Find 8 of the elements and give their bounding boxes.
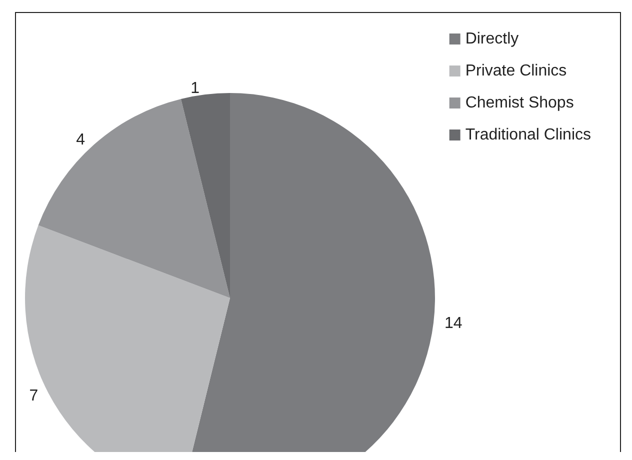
legend-label: Traditional Clinics — [465, 126, 591, 144]
data-label: 1 — [190, 80, 200, 98]
data-label: 7 — [29, 388, 38, 405]
legend-label: Chemist Shops — [465, 94, 574, 112]
legend-label: Private Clinics — [465, 62, 567, 80]
data-label: 4 — [76, 132, 86, 149]
data-label: 14 — [444, 314, 462, 332]
legend-label: Directly — [465, 30, 519, 48]
